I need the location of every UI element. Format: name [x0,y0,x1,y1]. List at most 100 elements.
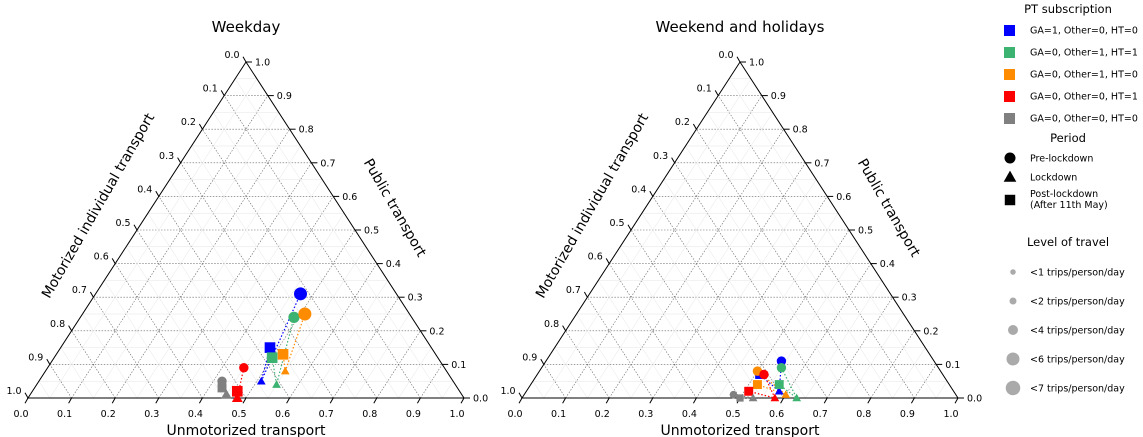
tick-label-left: 1.0 [500,386,515,397]
legend-label: <7 trips/person/day [1030,384,1125,395]
axis-title-left: Motorized individual transport [39,110,158,301]
tick-label-left: 0.3 [159,151,174,162]
minor-grid-line [805,280,882,399]
grid-line [652,196,784,399]
tick-label-right: 0.3 [902,293,917,304]
legend-size-marker [1008,325,1018,335]
series-connector-line [733,394,754,399]
data-point [776,356,787,366]
tick-mark [780,397,785,404]
minor-grid-line [311,280,388,399]
tick-mark [518,397,523,404]
tick-label-left: 0.8 [544,319,559,330]
data-point [272,380,281,388]
tick-label-right: 0.1 [945,360,960,371]
tick-label-right: 0.3 [408,293,423,304]
axis-title-left: Motorized individual transport [533,110,652,301]
legend-label: <6 trips/person/day [1030,355,1125,366]
tick-mark [823,397,828,404]
grid-line [565,330,610,399]
tick-label-left: 0.5 [609,218,624,229]
tick-mark [867,397,872,404]
ternary-plot-weekday: 0.0 0.0 0.0 0.1 0.1 0.1 0.2 0.2 0.2 0.3 0.3 0.3 0.4 0… [6,18,488,437]
tick-mark [714,90,719,96]
data-point [748,393,758,402]
legend: PT subscription GA=1, Other=0, HT=0 GA=0, … [1003,2,1138,396]
tick-label-left: 0.5 [115,218,130,229]
data-point [264,342,276,353]
tick-mark [373,397,378,404]
series-connector-line [260,293,302,382]
tick-label-right: 0.5 [364,226,379,237]
tick-label-left: 0.1 [697,84,712,95]
minor-grid-line [685,145,850,399]
axis-title-right: Public transport [854,156,923,260]
tick-mark [198,123,203,130]
tick-mark [155,190,160,197]
legend-label: <1 trips/person/day [1030,268,1125,279]
legend-label: GA=0, Other=0, HT=0 [1030,114,1138,125]
tick-label-bottom: 0.5 [725,409,740,420]
minor-grid-line [234,78,443,399]
tick-mark [220,90,225,96]
legend-label: Post-lockdown [1030,189,1098,200]
grid [532,78,948,399]
tick-mark [671,157,676,164]
series-connector-line [271,317,295,385]
minor-grid-line [49,78,258,399]
legend-swatch [1004,113,1015,124]
axis-title-bottom: Unmotorized transport [660,423,820,437]
data-point [759,369,769,380]
tick-label-right: 0.9 [771,91,786,102]
data-point [280,366,290,375]
legend-swatch [1004,91,1015,102]
minor-grid-line [630,145,795,399]
tick-label-bottom: 0.7 [813,409,828,420]
minor-grid-line [354,313,410,399]
tick-mark [242,56,247,63]
tick-label-right: 0.6 [836,192,851,203]
data-points [217,287,312,403]
data-point [256,376,266,385]
data-point [770,393,780,402]
minor-grid-line [180,179,323,399]
ticks: 0.0 0.0 0.0 0.1 0.1 0.1 0.2 0.2 0.2 0.3 0.3 0.3 0.4 0… [500,50,982,420]
tick-label-right: 0.2 [429,326,444,337]
tick-label-bottom: 0.9 [900,409,915,420]
tick-label-left: 0.7 [72,285,87,296]
tick-label-bottom: 0.1 [551,409,566,420]
tick-mark [68,325,73,332]
tick-mark [329,397,334,404]
tick-mark [649,397,654,404]
tick-label-right: 1.0 [255,58,270,69]
grid-line [202,129,378,399]
legend-size-marker [1009,297,1017,305]
tick-label-bottom: 0.3 [144,409,159,420]
tick-label-bottom: 0.0 [507,409,522,420]
tick-mark [692,123,697,130]
data-point [217,383,227,393]
grid-line [71,330,116,399]
tick-label-bottom: 0.8 [362,409,377,420]
tick-label-bottom: 0.4 [682,409,697,420]
minor-grid-line [717,213,839,399]
minor-grid-line [38,381,51,399]
data-point [729,390,738,399]
tick-mark [24,392,29,399]
minor-grid-line [532,381,545,399]
minor-grid-line [82,313,138,399]
tick-label-left: 0.0 [224,50,239,61]
legend-size-marker [1010,269,1016,275]
tick-label-right: 0.0 [473,394,488,405]
minor-grid-line [935,381,948,399]
legend-size-marker [1006,352,1020,366]
minor-grid-line [104,280,181,399]
minor-grid-line [398,347,432,399]
legend-label: <2 trips/person/day [1030,297,1125,308]
tick-mark [562,397,567,404]
tick-mark [605,397,610,404]
tick-mark [68,397,73,404]
data-point [736,394,744,402]
tick-mark [540,358,545,365]
